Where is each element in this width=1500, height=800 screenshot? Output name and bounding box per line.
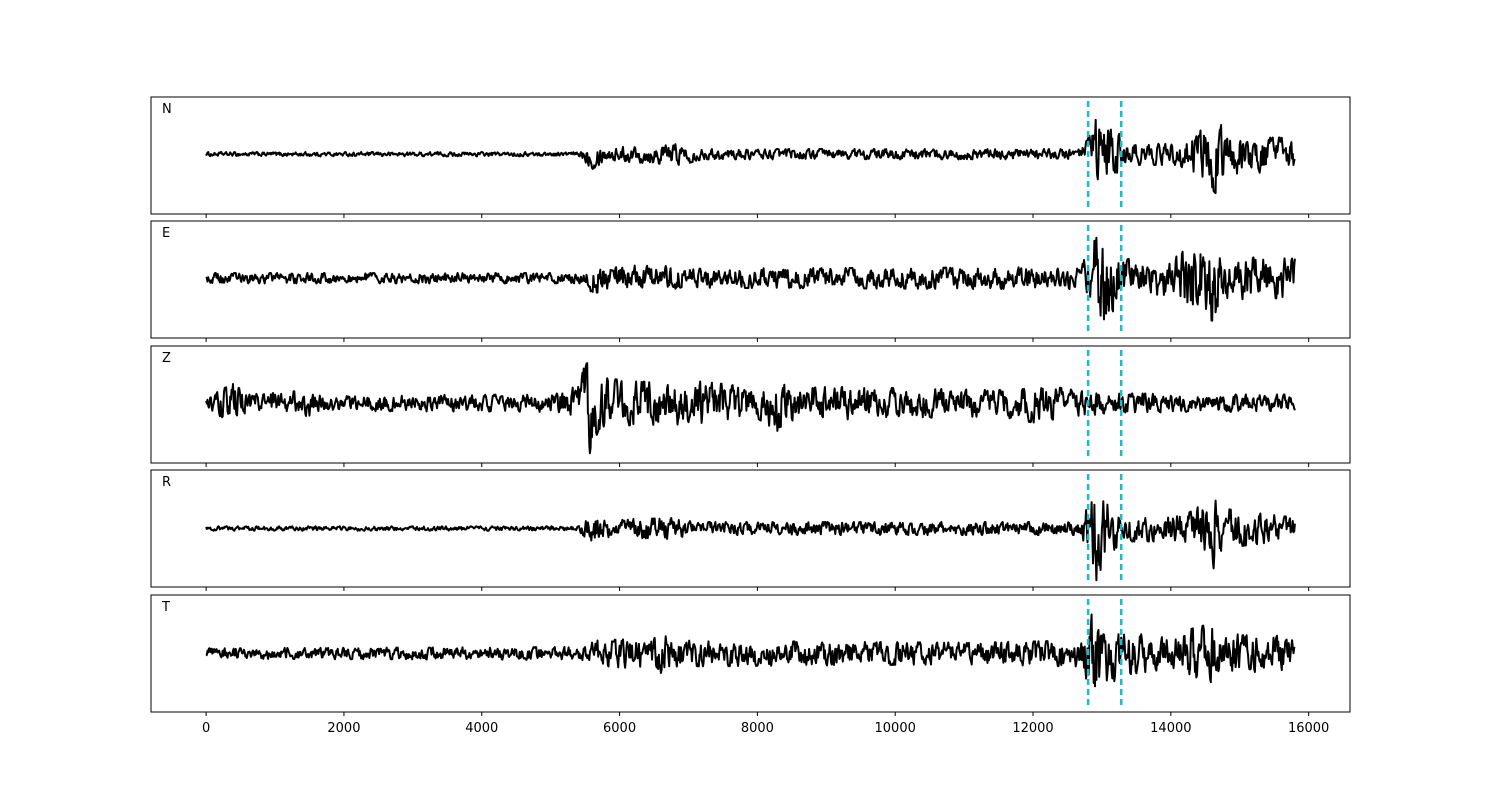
waveform-n [205,118,1296,195]
channel-label: Z [162,351,171,366]
x-tick-label: 2000 [327,721,360,736]
x-tick-label: 14000 [1150,721,1191,736]
x-tick-label: 12000 [1012,721,1053,736]
waveform-r [205,499,1296,582]
channel-label: T [161,600,170,615]
trace-panel-e: E [150,220,1351,342]
channel-label: R [162,475,171,490]
trace-panel-z: Z [150,345,1351,467]
x-axis: 0 2000 4000 6000 8000 10000 12000 14000 16000 [202,721,1329,736]
trace-panel-t: T [150,594,1351,716]
trace-panel-r: R [150,469,1351,591]
panel-frame [150,594,1351,713]
x-tick-label: 16000 [1288,721,1329,736]
waveform-z [205,362,1296,455]
channel-label: N [162,102,172,117]
x-tick-label: 0 [202,721,210,736]
x-tick-label: 4000 [465,721,498,736]
panel-frame [150,345,1351,464]
waveform-e [205,236,1296,322]
channel-label: E [162,226,170,241]
trace-panel-n: N [150,96,1351,218]
panels-group: N E Z R T [150,96,1351,716]
waveform-t [205,613,1296,688]
panel-frame [150,220,1351,339]
panel-frame [150,469,1351,588]
panel-frame [150,96,1351,215]
x-tick-label: 8000 [741,721,774,736]
x-tick-label: 6000 [603,721,636,736]
x-tick-label: 10000 [875,721,916,736]
